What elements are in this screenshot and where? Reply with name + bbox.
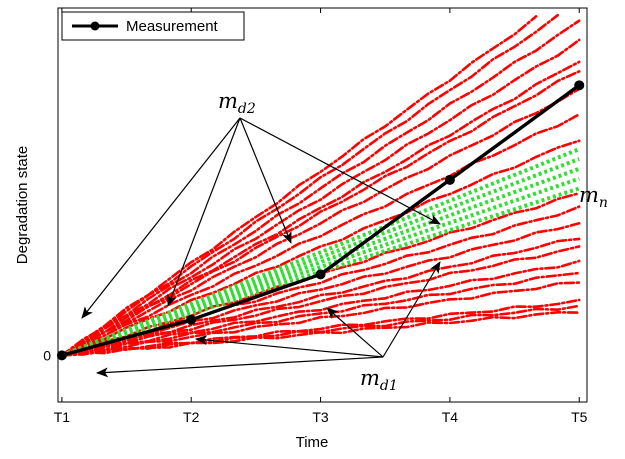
arrow-md1-4 xyxy=(382,261,441,358)
arrow-md1-2 xyxy=(195,335,384,358)
annotation-mn-label: mn xyxy=(579,183,608,211)
trajectory-m_d1-2 xyxy=(60,298,581,357)
annotation-md1-label: md1 xyxy=(360,366,398,394)
arrow-md2-2 xyxy=(167,117,241,307)
trajectory-m_d2-1 xyxy=(60,113,581,357)
y-tick-label: 0 xyxy=(43,347,51,363)
annotation-md2: md2 xyxy=(81,89,441,319)
legend-label: Measurement xyxy=(126,18,219,35)
arrow-md2-3 xyxy=(239,117,292,244)
trajectory-m_d1-1 xyxy=(60,304,581,357)
trajectory-m_d1-6 xyxy=(60,245,581,357)
trajectory-m_d1-8 xyxy=(60,222,581,357)
x-tick-label: T3 xyxy=(312,409,329,425)
measurement-point-3 xyxy=(315,269,326,280)
x-tick-label: T5 xyxy=(571,409,588,425)
trajectory-m_d2-8 xyxy=(60,15,538,357)
x-ticks: T1 T2 T3 T4 T5 xyxy=(54,8,588,425)
trajectory-m_d1-5 xyxy=(60,259,581,357)
trajectory-m_d2-6 xyxy=(60,19,581,357)
annotation-mn: mn xyxy=(579,183,608,211)
y-ticks: 0 xyxy=(43,347,63,363)
trajectory-m_d2-7 xyxy=(60,13,560,357)
measurement-point-2 xyxy=(186,314,197,325)
legend: Measurement xyxy=(61,11,245,41)
annotation-md2-label: md2 xyxy=(218,89,256,117)
trajectory-m_d2-4 xyxy=(60,60,581,357)
arrow-md1-3 xyxy=(326,307,384,358)
plot-frame xyxy=(57,7,588,403)
x-tick-label: T4 xyxy=(442,409,459,425)
measurement-point-4 xyxy=(444,174,455,185)
arrow-md2-4 xyxy=(239,117,441,225)
annotation-md1: md1 xyxy=(96,261,441,394)
x-tick-label: T2 xyxy=(183,409,200,425)
x-tick-label: T1 xyxy=(54,409,71,425)
arrow-md2-1 xyxy=(81,117,241,319)
arrow-md1-1 xyxy=(96,356,384,378)
measurement-point-5 xyxy=(574,80,585,91)
trajectory-m_d2-0 xyxy=(60,139,581,357)
x-axis-title: Time xyxy=(296,434,329,451)
y-axis-title: Degradation state xyxy=(14,146,31,264)
measurement-layer xyxy=(56,80,585,361)
trajectory-m_d2-2 xyxy=(60,87,581,357)
legend-marker xyxy=(90,21,100,31)
trajectory-m_d2-5 xyxy=(60,38,581,357)
trajectory-m_n-4 xyxy=(61,147,580,358)
